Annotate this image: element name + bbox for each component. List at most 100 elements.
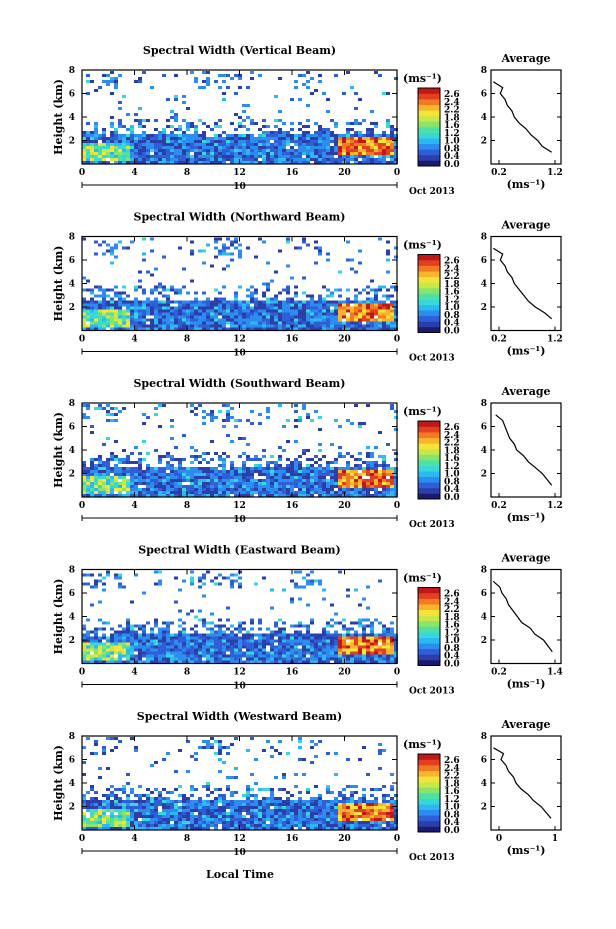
colorbar-tick-label: 2.6 bbox=[444, 257, 460, 267]
colorbar-band bbox=[418, 271, 440, 278]
y-tick-label: 2 bbox=[69, 636, 75, 646]
colorbar-tick-label: 1.0 bbox=[444, 470, 460, 480]
colorbar-tick-label: 0.8 bbox=[444, 311, 460, 321]
colorbar-tick-label: 1.0 bbox=[444, 303, 460, 313]
x-tick-label: 20 bbox=[338, 834, 351, 844]
colorbar-tick-label: 2.6 bbox=[444, 90, 460, 100]
colorbar-band bbox=[418, 154, 440, 161]
average-title: Average bbox=[500, 52, 550, 65]
colorbar-band bbox=[418, 826, 440, 833]
avg-x-axis-label: (ms⁻¹) bbox=[507, 178, 546, 191]
colorbar-tick-label: 0.4 bbox=[444, 319, 460, 329]
colorbar-band bbox=[418, 426, 440, 433]
avg-y-tick-label: 2 bbox=[481, 803, 487, 813]
colorbar-band bbox=[418, 632, 440, 638]
colorbar-unit: (ms⁻¹) bbox=[403, 572, 442, 585]
x-tick-label: 4 bbox=[131, 501, 137, 511]
date-label: 10 bbox=[233, 182, 246, 192]
colorbar-band bbox=[418, 493, 440, 500]
colorbar-unit: (ms⁻¹) bbox=[403, 738, 442, 751]
y-tick-label: 4 bbox=[69, 280, 75, 290]
x-tick-label: 8 bbox=[184, 668, 190, 678]
colorbar-band bbox=[418, 820, 440, 827]
date-suffix: Oct 2013 bbox=[409, 520, 455, 530]
colorbar-band bbox=[418, 454, 440, 461]
colorbar-band bbox=[418, 643, 440, 650]
colorbar-band bbox=[418, 132, 440, 139]
avg-x-tick-label: 0.2 bbox=[491, 501, 507, 511]
x-tick-label: 8 bbox=[184, 335, 190, 345]
colorbar-band bbox=[418, 293, 440, 300]
average-title: Average bbox=[500, 219, 550, 232]
date-suffix: Oct 2013 bbox=[409, 853, 455, 863]
date-suffix: Oct 2013 bbox=[409, 687, 455, 697]
colorbar-tick-label: 1.0 bbox=[444, 803, 460, 813]
x-tick-label: 4 bbox=[131, 335, 137, 345]
date-label: 10 bbox=[233, 682, 246, 692]
avg-x-tick-label: 0 bbox=[496, 834, 502, 844]
x-tick-label: 12 bbox=[233, 834, 246, 844]
colorbar-tick-label: 0.4 bbox=[444, 818, 460, 828]
colorbar-unit: (ms⁻¹) bbox=[403, 405, 442, 418]
colorbar-band bbox=[418, 88, 440, 94]
colorbar-band bbox=[418, 443, 440, 450]
colorbar-tick-label: 2.6 bbox=[444, 590, 460, 600]
colorbar-band bbox=[418, 465, 440, 472]
colorbar-band bbox=[418, 793, 440, 799]
colorbar-tick-label: 1.8 bbox=[444, 113, 460, 123]
panel-title: Spectral Width (Eastward Beam) bbox=[138, 544, 340, 557]
colorbar-tick-label: 2.2 bbox=[444, 272, 460, 282]
avg-y-tick-label: 6 bbox=[481, 90, 487, 100]
colorbar-tick-label: 0.4 bbox=[444, 485, 460, 495]
colorbar: 2.62.42.21.81.61.21.00.80.40.0 bbox=[417, 420, 460, 503]
average-panel: Average 2 4 6 8 0.2 1.2(ms⁻¹) bbox=[481, 385, 563, 524]
avg-x-tick-label: 1.2 bbox=[547, 168, 563, 178]
x-tick-label: 0 bbox=[79, 834, 85, 844]
y-tick-label: 8 bbox=[69, 566, 75, 576]
x-tick-label: 8 bbox=[184, 834, 190, 844]
colorbar-band bbox=[418, 482, 440, 489]
heatmap-cells bbox=[82, 570, 398, 664]
average-profile-line bbox=[492, 81, 553, 153]
avg-y-tick-label: 6 bbox=[481, 256, 487, 266]
date-suffix: Oct 2013 bbox=[409, 187, 455, 197]
date-label: 10 bbox=[233, 848, 246, 858]
x-tick-label: 0 bbox=[79, 501, 85, 511]
colorbar-tick-label: 2.2 bbox=[444, 605, 460, 615]
colorbar-band bbox=[418, 804, 440, 811]
x-tick-label: 16 bbox=[286, 834, 299, 844]
average-panel: Average 2 4 6 8 0.2 1.2(ms⁻¹) bbox=[481, 219, 563, 358]
colorbar-tick-label: 1.2 bbox=[444, 295, 460, 305]
colorbar-band bbox=[418, 615, 440, 622]
panel-3: Spectral Width (Southward Beam) 2 4 6 8 Heigh… bbox=[52, 377, 563, 530]
colorbar-tick-label: 2.4 bbox=[444, 431, 460, 441]
colorbar-tick-label: 1.8 bbox=[444, 613, 460, 623]
y-tick-label: 8 bbox=[69, 233, 75, 243]
avg-y-tick-label: 8 bbox=[481, 399, 487, 409]
panel-title: Spectral Width (Southward Beam) bbox=[133, 377, 345, 390]
colorbar-band bbox=[418, 759, 440, 766]
colorbar-tick-label: 1.0 bbox=[444, 636, 460, 646]
panel-2: Spectral Width (Northward Beam) 2 4 6 8 Heigh… bbox=[52, 211, 563, 364]
colorbar-tick-label: 1.2 bbox=[444, 795, 460, 805]
colorbar-frame bbox=[417, 753, 441, 833]
y-tick-label: 4 bbox=[69, 779, 75, 789]
colorbar-tick-label: 1.6 bbox=[444, 787, 460, 797]
avg-y-tick-label: 4 bbox=[481, 613, 487, 623]
x-tick-label: 16 bbox=[286, 668, 299, 678]
y-axis-label: Height (km) bbox=[52, 412, 65, 488]
colorbar-band bbox=[418, 587, 440, 594]
avg-x-axis-label: (ms⁻¹) bbox=[507, 345, 546, 358]
colorbar-band bbox=[418, 809, 440, 816]
panel-5: Spectral Width (Westward Beam) 2 4 6 8 Height… bbox=[52, 710, 562, 863]
avg-y-tick-label: 2 bbox=[481, 303, 487, 313]
avg-y-tick-label: 2 bbox=[481, 470, 487, 480]
colorbar-tick-label: 1.0 bbox=[444, 137, 460, 147]
colorbar: 2.62.42.21.81.61.21.00.80.40.0 bbox=[417, 254, 460, 337]
colorbar-tick-label: 0.0 bbox=[444, 660, 460, 670]
colorbar-band bbox=[418, 282, 440, 289]
avg-y-tick-label: 4 bbox=[481, 113, 487, 123]
colorbar-tick-label: 2.4 bbox=[444, 264, 460, 274]
colorbar-tick-label: 1.2 bbox=[444, 462, 460, 472]
